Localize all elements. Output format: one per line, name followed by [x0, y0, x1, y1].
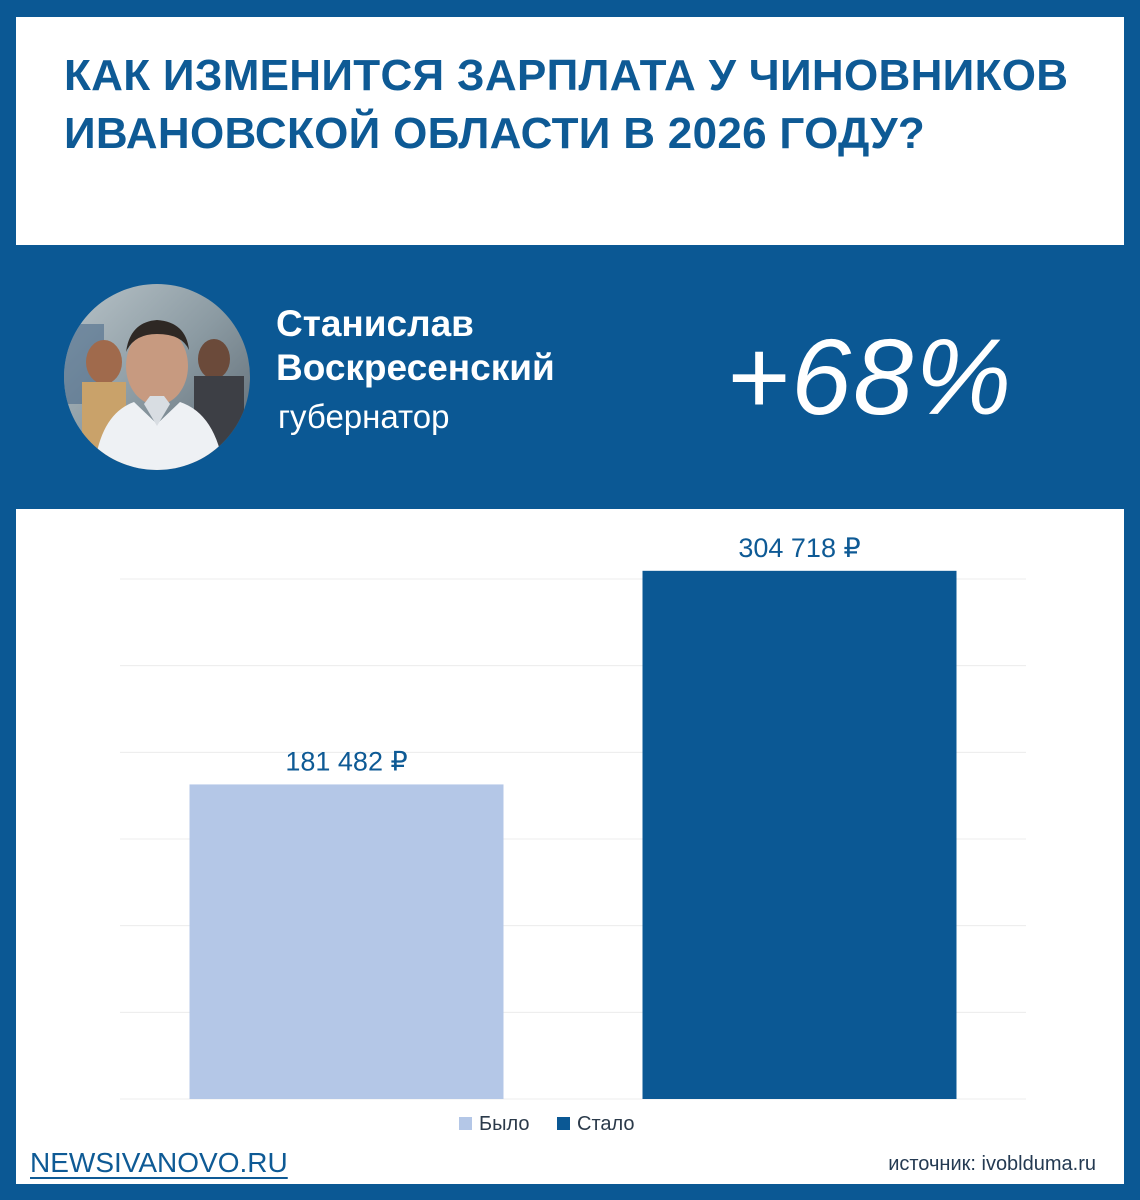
person-role: губернатор — [278, 398, 450, 435]
brand-link[interactable]: NEWSIVANOVO.RU — [30, 1147, 288, 1178]
data-label-1: 181 482 ₽ — [285, 746, 407, 776]
page-title: КАК ИЗМЕНИТСЯ ЗАРПЛАТА У ЧИНОВНИКОВ ИВАН… — [64, 51, 1069, 158]
portrait-photo — [64, 284, 250, 470]
legend-swatch-2 — [557, 1117, 570, 1130]
person-first-name: Станислав — [276, 303, 474, 344]
title-panel: КАК ИЗМЕНИТСЯ ЗАРПЛАТА У ЧИНОВНИКОВ ИВАН… — [16, 17, 1124, 245]
governor-band: Станислав Воскресенский губернатор +68% — [16, 247, 1124, 509]
bar-1 — [189, 784, 504, 1099]
bar-2 — [642, 570, 957, 1099]
legend-label-1: Было — [479, 1113, 530, 1135]
source-note: источник: ivoblduma.ru — [888, 1153, 1096, 1175]
legend-swatch-1 — [459, 1117, 472, 1130]
person-last-name: Воскресенский — [276, 347, 555, 388]
legend-label-2: Стало — [577, 1113, 635, 1135]
bar-chart: 181 482 ₽ 304 718 ₽ Было Стало — [120, 533, 1026, 1135]
chart-panel: 181 482 ₽ 304 718 ₽ Было Стало NEWSIVANOVO.… — [16, 509, 1124, 1184]
change-percent: +68% — [726, 316, 1014, 437]
person-name: Станислав Воскресенский — [276, 302, 555, 390]
avatar — [64, 284, 250, 470]
data-label-2: 304 718 ₽ — [738, 533, 860, 563]
